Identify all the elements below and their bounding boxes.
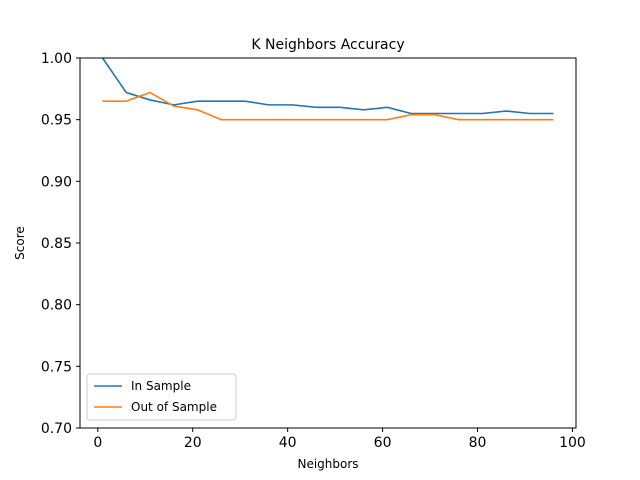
x-tick-label: 40 [279,435,297,451]
y-tick-label: 0.75 [41,359,72,375]
y-tick-label: 0.95 [41,113,72,129]
x-tick-label: 80 [469,435,487,451]
plot-area [80,58,576,428]
x-axis: 0 20 40 60 80 100 [93,428,586,451]
x-tick-label: 0 [93,435,102,451]
x-tick-label: 100 [559,435,586,451]
series-line-in-sample [101,57,554,115]
y-tick-label: 0.90 [41,174,72,190]
y-tick-label: 0.70 [41,421,72,437]
y-tick-label: 1.00 [41,51,72,67]
x-tick-label: 60 [374,435,392,451]
y-axis: 0.70 0.75 0.80 0.85 0.90 0.95 1.00 [41,51,80,437]
legend-label: Out of Sample [131,400,217,414]
series-layer [101,57,554,121]
y-tick-label: 0.85 [41,236,72,252]
x-axis-label: Neighbors [297,457,358,471]
y-axis-label: Score [13,226,27,260]
y-tick-label: 0.80 [41,298,72,314]
chart-title: K Neighbors Accuracy [251,37,404,53]
x-tick-label: 20 [184,435,202,451]
legend: In Sample Out of Sample [86,373,237,421]
legend-box [86,373,237,421]
series-line-out-of-sample [102,91,554,121]
legend-label: In Sample [131,379,191,393]
